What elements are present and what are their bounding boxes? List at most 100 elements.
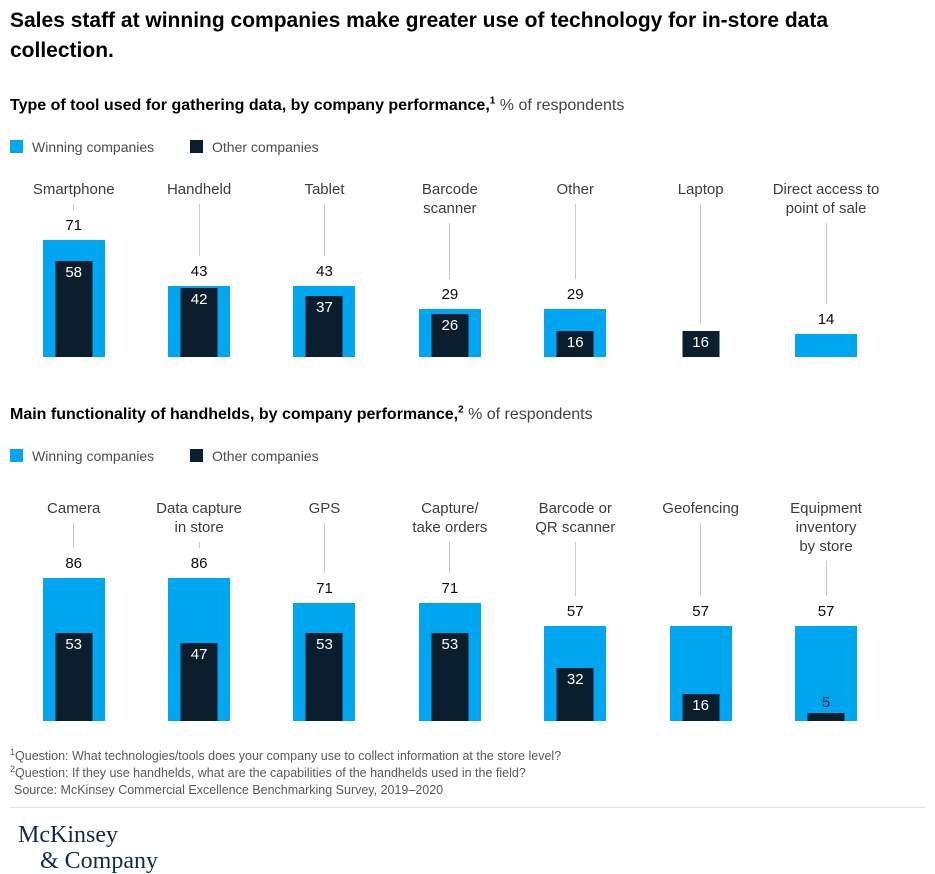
legend-label-other: Other companies <box>212 138 319 155</box>
bar-group: 47 <box>168 578 231 721</box>
legend-2: Winning companies Other companies <box>10 447 925 464</box>
legend-item-winning: Winning companies <box>10 139 190 155</box>
category-label: Handheld <box>166 181 232 198</box>
bar-group: 16 <box>682 331 720 357</box>
section-1-heading: Type of tool used for gathering data, by… <box>10 96 925 116</box>
category-label: Barcode scanner <box>421 181 478 217</box>
page-title: Sales staff at winning companies make gr… <box>10 9 829 62</box>
category-label: Data capture in store <box>156 500 243 536</box>
other-value-label: 16 <box>566 334 584 351</box>
connector-line <box>825 561 827 596</box>
other-bar: 32 <box>556 668 594 721</box>
legend-item-other: Other companies <box>190 448 319 464</box>
other-bar: 53 <box>55 633 93 721</box>
winning-bar <box>795 626 858 721</box>
chart-column: Equipment inventory by store 57 5 <box>763 499 888 721</box>
connector-line <box>449 223 451 279</box>
connector-line <box>198 204 200 256</box>
bar-group: 53 <box>42 578 105 721</box>
category-label: GPS <box>308 500 341 517</box>
footnote-1-text: Question: What technologies/tools does y… <box>15 749 562 763</box>
other-value-label: 26 <box>441 317 459 334</box>
bar-group: 53 <box>418 603 481 721</box>
other-value-label: 16 <box>692 334 709 351</box>
winning-value-label: 14 <box>817 311 835 328</box>
category-label: Direct access to point of sale <box>772 181 880 217</box>
section-2-heading-unit: % of respondents <box>463 406 593 423</box>
other-value-label: 47 <box>190 646 208 663</box>
connector-line <box>574 542 576 596</box>
connector-line <box>700 204 702 324</box>
chart-column: Tablet 43 37 <box>262 180 387 357</box>
chart-column: Direct access to point of sale 14 <box>763 180 888 357</box>
bar-group: 58 <box>42 240 105 357</box>
winning-value-label: 71 <box>441 580 459 597</box>
category-label: Smartphone <box>32 181 115 198</box>
logo-line-1: McKinsey <box>18 822 118 848</box>
chart-column: Smartphone 71 58 <box>11 180 136 357</box>
other-value-label: 42 <box>190 291 208 308</box>
footnote-2-text: Question: If they use handhelds, what ar… <box>15 766 526 780</box>
connector-line <box>700 523 702 596</box>
other-swatch-icon <box>190 449 203 462</box>
legend-label-other: Other companies <box>212 447 319 464</box>
other-bar: 16 <box>682 331 720 357</box>
other-value-label: 5 <box>821 694 831 711</box>
winning-value-label: 57 <box>566 603 584 620</box>
other-value-label: 58 <box>65 264 83 281</box>
footnote-1: 1Question: What technologies/tools does … <box>10 746 925 765</box>
footnote-2: 2Question: If they use handhelds, what a… <box>10 763 925 782</box>
exhibit-page: Sales staff at winning companies make gr… <box>0 6 935 874</box>
winning-value-label: 57 <box>817 603 835 620</box>
winning-value-label: 86 <box>190 555 208 572</box>
section-1-heading-bold: Type of tool used for gathering data, by… <box>10 97 490 114</box>
chart-column: Barcode scanner 29 26 <box>387 180 512 357</box>
chart-column: Data capture in store 86 47 <box>136 499 261 721</box>
section-2-heading: Main functionality of handhelds, by comp… <box>10 405 925 425</box>
other-bar: 42 <box>180 288 218 357</box>
legend-label-winning: Winning companies <box>32 447 155 464</box>
other-value-label: 37 <box>316 299 333 316</box>
category-label: Equipment inventory by store <box>790 500 862 555</box>
winning-swatch-icon <box>10 449 23 462</box>
legend-label-winning: Winning companies <box>32 138 155 155</box>
chart-tools: Smartphone 71 58 Handheld 43 42 Tablet 43 37 Barc… <box>11 180 889 357</box>
other-swatch-icon <box>190 140 203 153</box>
other-value-label: 53 <box>441 636 459 653</box>
connector-line <box>323 523 325 573</box>
category-label: Other <box>556 181 595 198</box>
other-value-label: 16 <box>692 697 709 714</box>
winning-value-label: 71 <box>316 580 333 597</box>
mckinsey-logo: McKinsey & Company <box>10 822 925 874</box>
other-value-label: 53 <box>65 636 83 653</box>
connector-line <box>73 204 75 210</box>
chart-column: Other 29 16 <box>513 180 638 357</box>
bar-group: 32 <box>544 626 607 721</box>
chart-column: Camera 86 53 <box>11 499 136 721</box>
footnote-2-marker: 2 <box>10 763 16 774</box>
winning-value-label: 71 <box>65 217 83 234</box>
bar-group: 37 <box>293 286 356 357</box>
footnote-1-marker: 1 <box>10 746 16 757</box>
winning-bar <box>795 334 858 357</box>
chart-column: Laptop 16 <box>638 180 763 357</box>
bar-group: 26 <box>418 309 481 357</box>
other-bar: 37 <box>305 296 343 357</box>
chart-column: Geofencing 57 16 <box>638 499 763 721</box>
chart-handheld-functionality: Camera 86 53 Data capture in store 86 47 GPS 71 5… <box>11 499 889 721</box>
logo-line-2: & Company <box>40 848 158 874</box>
connector-line <box>449 542 451 573</box>
category-label: Capture/take orders <box>412 500 488 536</box>
category-label: Geofencing <box>662 500 740 517</box>
chart-column: Barcode or QR scanner 57 32 <box>513 499 638 721</box>
bar-group: 53 <box>293 603 356 721</box>
bar-group <box>795 334 858 357</box>
bar-group: 42 <box>168 286 231 357</box>
footer-divider <box>10 807 925 808</box>
legend-item-other: Other companies <box>190 139 319 155</box>
source-line: Source: McKinsey Commercial Excellence B… <box>14 783 444 797</box>
chart-column: Capture/take orders 71 53 <box>387 499 512 721</box>
footnotes: 1Question: What technologies/tools does … <box>10 746 925 799</box>
winning-value-label: 29 <box>441 286 459 303</box>
chart-column: GPS 71 53 <box>262 499 387 721</box>
